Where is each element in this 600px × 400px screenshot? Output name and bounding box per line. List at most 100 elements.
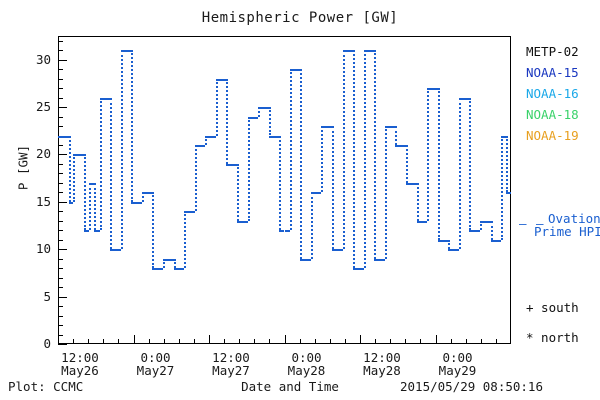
data-step-transition [458, 97, 461, 250]
data-step-segment [469, 230, 475, 233]
data-step-segment [210, 135, 216, 138]
data-step-segment [83, 230, 89, 233]
data-step-segment [337, 249, 343, 252]
data-step-segment [147, 192, 153, 195]
data-step-transition [427, 88, 430, 221]
data-step-transition [490, 220, 493, 240]
data-step-segment [406, 182, 412, 185]
legend-item-noaa-16[interactable]: NOAA-16 [526, 86, 579, 101]
data-step-segment [284, 230, 290, 233]
x-tick-minor [239, 339, 241, 344]
x-tick-minor [118, 339, 120, 344]
data-step-segment [390, 126, 396, 129]
data-step-segment [152, 268, 158, 271]
data-step-segment [321, 126, 327, 129]
x-tick-major [209, 335, 210, 344]
data-step-segment [443, 239, 449, 242]
y-tick-minor [58, 182, 63, 184]
data-step-segment [99, 97, 105, 100]
data-step-segment [131, 201, 137, 204]
timestamp: 2015/05/29 08:50:16 [400, 379, 543, 394]
data-step-transition [152, 192, 155, 269]
plot-credit: Plot: CCMC [8, 379, 84, 394]
data-step-segment [68, 201, 74, 204]
x-tick-time: 0:00 [291, 350, 322, 365]
y-tick-major [58, 344, 67, 345]
y-tick-minor [58, 211, 63, 213]
y-tick-label: 25 [35, 99, 51, 115]
y-tick-label: 0 [43, 336, 51, 351]
data-step-segment [115, 249, 121, 252]
x-tick-minor [88, 339, 90, 344]
data-step-segment [358, 268, 364, 271]
data-step-transition [162, 258, 165, 269]
y-tick-minor [58, 315, 63, 317]
data-step-transition [448, 239, 451, 250]
data-step-segment [268, 135, 274, 138]
y-tick-minor [58, 40, 63, 42]
data-step-segment [194, 144, 200, 147]
x-tick-label: 12:00 May26 [35, 351, 125, 377]
x-tick-minor [390, 339, 392, 344]
data-step-transition [310, 192, 313, 259]
data-step-segment [495, 239, 502, 242]
data-step-segment [279, 230, 285, 233]
x-tick-minor [224, 339, 226, 344]
y-tick-minor [58, 78, 63, 80]
x-tick-minor [314, 339, 316, 344]
y-tick-minor [58, 97, 63, 99]
x-axis-label: Date and Time [241, 379, 339, 394]
x-tick-minor [480, 339, 482, 344]
y-tick-minor [58, 220, 63, 222]
legend-item-noaa-15[interactable]: NOAA-15 [526, 65, 579, 80]
data-step-segment [273, 135, 280, 138]
data-step-segment [157, 268, 163, 271]
legend-item-noaa-18[interactable]: NOAA-18 [526, 107, 579, 122]
data-step-transition [73, 154, 76, 202]
data-step-segment [490, 239, 496, 242]
data-step-segment [73, 154, 79, 157]
data-step-segment [199, 144, 206, 147]
data-step-segment [379, 258, 385, 261]
data-step-segment [458, 97, 465, 100]
data-step-segment [78, 154, 84, 157]
data-step-transition [268, 107, 271, 136]
data-step-transition [194, 144, 197, 212]
y-tick-minor [58, 230, 63, 232]
x-tick-minor [495, 339, 497, 344]
data-step-segment [226, 163, 232, 166]
y-tick-minor [58, 258, 63, 260]
x-tick-minor [193, 339, 195, 344]
data-step-transition [88, 182, 91, 231]
y-tick-minor [58, 192, 63, 194]
data-step-segment [295, 69, 301, 72]
data-step-segment [168, 258, 174, 261]
ovation-legend-label-line1: Ovation [548, 211, 600, 226]
y-tick-minor [58, 239, 63, 241]
legend-symbol-north: * north [526, 330, 579, 345]
data-step-segment [411, 182, 417, 185]
x-tick-minor [163, 339, 165, 344]
data-step-segment [421, 220, 428, 223]
data-step-segment [289, 69, 296, 72]
data-step-segment [63, 135, 69, 138]
data-step-transition [300, 69, 303, 259]
x-tick-label: 0:00 May27 [111, 351, 201, 377]
data-step-transition [480, 220, 483, 231]
data-step-transition [384, 126, 387, 259]
x-tick-minor [73, 339, 75, 344]
y-tick-minor [58, 88, 63, 90]
x-tick-time: 0:00 [140, 350, 171, 365]
data-step-segment [58, 135, 64, 138]
x-tick-label: 12:00 May27 [186, 351, 276, 377]
data-step-segment [258, 107, 264, 110]
data-step-segment [88, 182, 95, 185]
x-tick-minor [299, 339, 301, 344]
data-step-segment [427, 88, 433, 91]
data-step-segment [384, 126, 391, 129]
legend-item-metp-02[interactable]: METP-02 [526, 44, 579, 59]
y-tick-minor [58, 116, 63, 118]
legend-item-noaa-19[interactable]: NOAA-19 [526, 128, 579, 143]
y-tick-minor [58, 144, 63, 146]
